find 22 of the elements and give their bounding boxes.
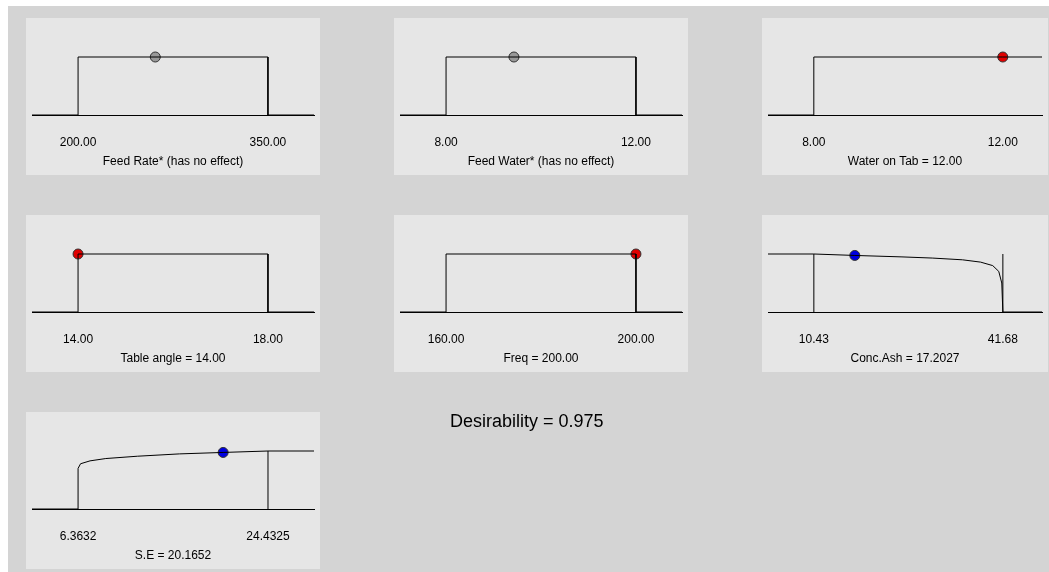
x-axis-title: Feed Rate* (has no effect) bbox=[102, 154, 244, 169]
x-tick-label: 12.00 bbox=[620, 134, 652, 149]
x-tick-label: 41.68 bbox=[987, 331, 1019, 346]
x-tick-label: 8.00 bbox=[802, 134, 826, 149]
x-tick-label: 160.00 bbox=[427, 331, 465, 346]
x-tick-label: 24.4325 bbox=[246, 528, 290, 543]
x-tick-label: 350.00 bbox=[249, 134, 287, 149]
x-axis-title: Feed Water* (has no effect) bbox=[467, 154, 615, 169]
x-axis-title: S.E = 20.1652 bbox=[134, 548, 212, 563]
x-tick-label: 18.00 bbox=[252, 331, 284, 346]
x-tick-label: 6.3632 bbox=[59, 528, 97, 543]
x-axis-title: Conc.Ash = 17.2027 bbox=[850, 351, 960, 366]
x-tick-label: 8.00 bbox=[434, 134, 459, 149]
x-tick-label: 200.00 bbox=[59, 134, 97, 149]
x-tick-label: 14.00 bbox=[63, 331, 94, 346]
x-tick-label: 12.00 bbox=[987, 134, 1019, 149]
x-axis-title: Freq = 200.00 bbox=[503, 351, 579, 366]
x-axis-title: Table angle = 14.00 bbox=[120, 351, 226, 366]
text: Desirability = 0.975 bbox=[450, 411, 604, 432]
x-tick-label: 10.43 bbox=[798, 331, 830, 346]
x-tick-label: 200.00 bbox=[617, 331, 655, 346]
x-axis-title: Water on Tab = 12.00 bbox=[847, 154, 963, 169]
